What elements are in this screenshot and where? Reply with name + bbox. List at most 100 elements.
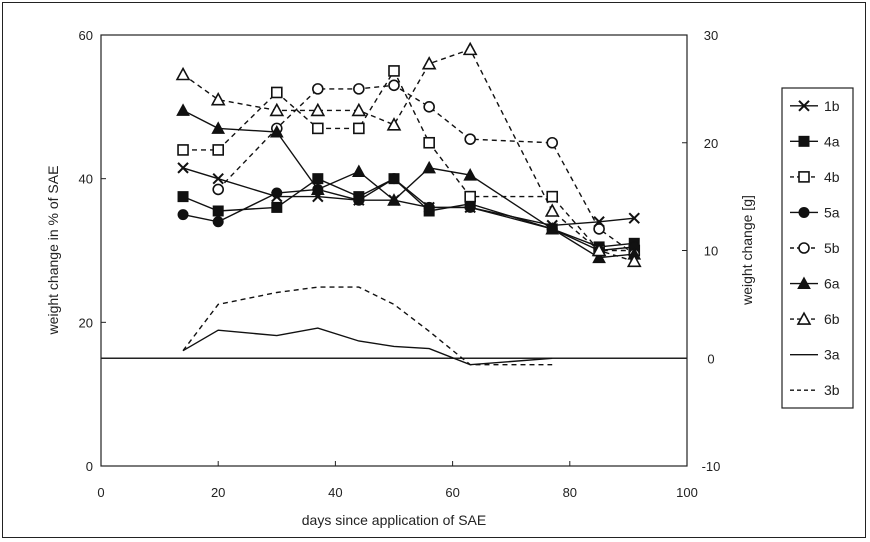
data-point-6b: [351, 102, 367, 117]
data-point-6b: [626, 253, 642, 268]
data-point-6b: [421, 56, 437, 70]
data-point-5a: [212, 216, 224, 228]
data-point-4b: [464, 190, 476, 203]
data-point-4b: [353, 122, 365, 135]
data-point-5b: [593, 223, 605, 235]
series-6a: [176, 103, 642, 264]
legend-swatch-marker: [798, 242, 810, 254]
series-line-5b: [217, 84, 635, 255]
data-point-4b: [177, 144, 189, 156]
data-point-5b: [546, 136, 559, 149]
y-tick-label: 40: [79, 172, 93, 187]
legend-label: 6b: [824, 311, 840, 327]
legend-label: 3b: [824, 382, 840, 398]
data-point-6b: [386, 117, 402, 131]
data-point-5b: [388, 79, 400, 92]
y2-tick-label: 0: [707, 351, 714, 366]
series-3a: [182, 327, 553, 366]
series-6b: [175, 41, 642, 268]
data-point-6b: [310, 102, 326, 117]
legend-label: 5a: [824, 204, 840, 220]
series-line-3b: [182, 286, 553, 366]
data-point-5a: [388, 173, 400, 185]
data-point-6b: [210, 91, 226, 106]
data-point-6a: [422, 160, 437, 174]
data-point-4b: [423, 136, 435, 149]
data-point-5a: [464, 201, 476, 213]
legend-label: 5b: [824, 240, 840, 256]
data-point-5b: [353, 83, 365, 95]
data-point-4b: [212, 144, 224, 156]
data-point-6b: [175, 66, 191, 81]
legend-swatch-marker: [798, 171, 810, 183]
data-point-6a: [351, 164, 366, 177]
x-tick-label: 20: [211, 485, 225, 500]
chart-marks: [175, 41, 642, 366]
series-3b: [182, 286, 553, 366]
data-point-4a: [177, 191, 189, 203]
data-point-4a: [312, 173, 324, 185]
data-point-6a: [545, 221, 560, 235]
y2-axis-label: weight change [g]: [739, 195, 755, 306]
legend-item-5b: 5b: [790, 240, 840, 256]
series-line-6b: [182, 48, 635, 262]
data-point-4b: [388, 65, 400, 77]
data-point-5a: [423, 201, 435, 213]
data-point-5a: [353, 194, 365, 206]
data-point-1b: [628, 212, 640, 224]
x-tick-label: 100: [676, 485, 698, 500]
legend-swatch-marker: [798, 206, 810, 218]
data-point-4b: [312, 122, 324, 135]
series-line-3a: [182, 327, 553, 366]
data-point-4a: [212, 205, 224, 217]
data-point-6a: [592, 250, 606, 264]
legend-swatch-marker: [798, 135, 810, 147]
x-tick-label: 80: [563, 485, 577, 500]
data-point-5b: [312, 83, 324, 95]
y2-tick-label: 10: [704, 244, 718, 259]
data-point-4b: [270, 86, 283, 99]
legend-item-4b: 4b: [790, 169, 840, 185]
y2-tick-label: 30: [704, 28, 718, 43]
series-line-4b: [183, 69, 635, 252]
legend-swatch-marker: [798, 100, 810, 112]
legend-swatch-marker: [797, 276, 811, 290]
legend-label: 3a: [824, 347, 840, 363]
data-point-6b: [269, 102, 285, 117]
legend-label: 4b: [824, 169, 840, 185]
data-point-4b: [546, 190, 559, 203]
data-point-6a: [387, 193, 401, 206]
data-point-6a: [176, 103, 190, 116]
y2-tick-label: -10: [702, 459, 721, 474]
series-line-5a: [182, 177, 635, 252]
series-1b: [177, 162, 640, 232]
plot-area: 0 20 40 60 80 100 0 20 40 60 -10 0 10 20 30: [79, 28, 721, 500]
legend-item-5a: 5a: [790, 204, 840, 220]
data-point-6a: [310, 182, 325, 195]
x-axis-label: days since application of SAE: [302, 512, 486, 528]
y-tick-label: 20: [79, 315, 93, 330]
legend-item-6b: 6b: [790, 311, 840, 327]
x-tick-label: 60: [445, 485, 459, 500]
y2-tick-label: 20: [704, 136, 718, 151]
y-tick-label: 60: [79, 28, 93, 43]
legend: 1b 4a 4b 5a 5b 6a 6b 3a 3b: [781, 87, 854, 409]
data-point-1b: [177, 162, 189, 174]
legend-label: 1b: [824, 98, 840, 114]
data-point-6b: [462, 41, 478, 56]
data-point-4a: [271, 201, 283, 213]
data-point-5b: [464, 133, 476, 145]
legend-item-4a: 4a: [790, 133, 840, 149]
x-tick-label: 0: [97, 485, 104, 500]
y-tick-label: 0: [86, 459, 93, 474]
legend-item-3a: 3a: [790, 347, 840, 363]
data-point-5b: [212, 183, 224, 196]
legend-label: 6a: [824, 276, 840, 292]
x-tick-label: 40: [328, 485, 342, 500]
legend-label: 4a: [824, 133, 840, 149]
data-point-6b: [591, 242, 607, 257]
data-point-5b: [423, 101, 435, 113]
data-point-6b: [544, 203, 560, 217]
